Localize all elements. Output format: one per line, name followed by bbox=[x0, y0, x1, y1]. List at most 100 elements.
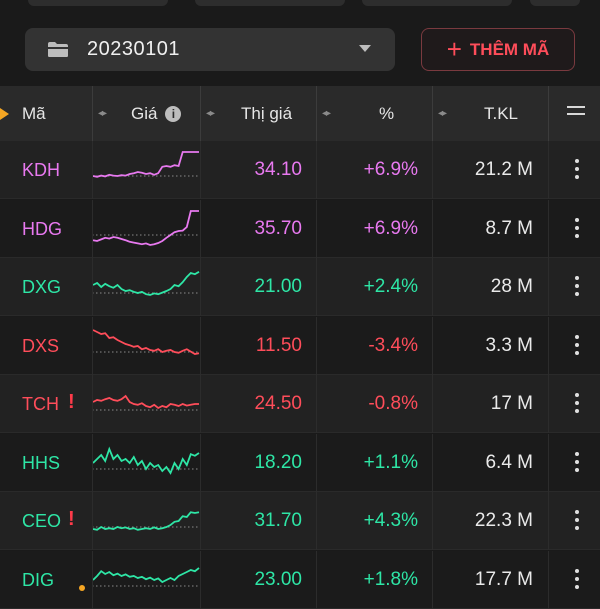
price-sparkline[interactable] bbox=[92, 559, 200, 601]
price-sparkline[interactable] bbox=[92, 208, 200, 250]
column-header-volume[interactable]: T.KL bbox=[484, 86, 518, 141]
column-divider bbox=[316, 375, 317, 433]
resize-arrows-icon: ◂▸ bbox=[322, 108, 331, 119]
more-options-icon[interactable] bbox=[575, 335, 579, 359]
more-options-icon[interactable] bbox=[575, 452, 579, 476]
price-line bbox=[92, 329, 200, 355]
symbol-cell[interactable]: DIG bbox=[22, 569, 55, 590]
table-row[interactable]: HDG 35.70 +6.9% 8.7 M bbox=[0, 200, 600, 258]
column-divider bbox=[432, 317, 433, 375]
volume-cell: 17.7 M bbox=[474, 569, 533, 590]
table-row[interactable]: HHS 18.20 +1.1% 6.4 M bbox=[0, 434, 600, 492]
column-header-price-chart[interactable]: Giá i bbox=[131, 86, 182, 141]
price-sparkline[interactable] bbox=[92, 500, 200, 542]
column-divider[interactable] bbox=[92, 86, 93, 141]
column-header-symbol[interactable]: Mã bbox=[22, 86, 46, 141]
last-price-cell: 23.00 bbox=[254, 569, 302, 590]
volume-cell: 28 M bbox=[490, 276, 533, 297]
column-divider bbox=[200, 434, 201, 492]
column-divider bbox=[548, 434, 549, 492]
more-options-icon[interactable] bbox=[575, 510, 579, 534]
price-sparkline[interactable] bbox=[92, 383, 200, 425]
add-symbol-label: THÊM MÃ bbox=[469, 39, 550, 59]
resize-arrows-icon: ◂▸ bbox=[206, 108, 215, 119]
resize-arrows-icon: ◂▸ bbox=[438, 108, 447, 119]
column-header-last-price[interactable]: Thị giá bbox=[241, 86, 292, 141]
volume-cell: 6.4 M bbox=[485, 452, 533, 473]
symbol-cell[interactable]: HHS bbox=[22, 452, 61, 473]
price-line bbox=[92, 151, 199, 178]
column-header-symbol-label: Mã bbox=[22, 103, 46, 123]
resize-handle[interactable]: ◂▸ bbox=[98, 86, 107, 141]
price-sparkline[interactable] bbox=[92, 149, 200, 191]
alert-icon[interactable]: ! bbox=[68, 391, 75, 413]
tab-stub[interactable] bbox=[195, 0, 345, 6]
column-divider[interactable] bbox=[432, 86, 433, 141]
column-header-change-pct-label: % bbox=[379, 103, 395, 123]
price-line bbox=[92, 210, 199, 246]
column-divider bbox=[316, 492, 317, 550]
info-icon[interactable]: i bbox=[165, 105, 182, 122]
more-options-icon[interactable] bbox=[575, 159, 579, 183]
column-divider bbox=[200, 200, 201, 258]
column-header-volume-label: T.KL bbox=[484, 103, 519, 123]
alert-icon[interactable]: ! bbox=[68, 508, 75, 530]
last-price-cell: 18.20 bbox=[254, 452, 302, 473]
column-divider bbox=[200, 141, 201, 199]
chevron-down-icon bbox=[359, 45, 371, 52]
column-divider bbox=[548, 551, 549, 609]
column-divider bbox=[92, 258, 93, 316]
symbol-cell[interactable]: TCH bbox=[22, 393, 59, 414]
symbol-cell[interactable]: HDG bbox=[22, 218, 62, 239]
last-price-cell: 34.10 bbox=[254, 159, 302, 180]
column-divider bbox=[548, 200, 549, 258]
tab-stub[interactable] bbox=[530, 0, 580, 6]
column-divider bbox=[432, 258, 433, 316]
price-line bbox=[92, 567, 200, 584]
more-options-icon[interactable] bbox=[575, 218, 579, 242]
price-sparkline[interactable] bbox=[92, 266, 200, 308]
symbol-cell[interactable]: KDH bbox=[22, 159, 61, 180]
change-pct-cell: -3.4% bbox=[368, 335, 418, 356]
more-options-icon[interactable] bbox=[575, 393, 579, 417]
more-options-icon[interactable] bbox=[575, 569, 579, 593]
more-options-icon[interactable] bbox=[575, 276, 579, 300]
column-header-last-price-label: Thị giá bbox=[241, 103, 293, 123]
change-pct-cell: +2.4% bbox=[363, 276, 418, 297]
table-row[interactable]: KDH 34.10 +6.9% 21.2 M bbox=[0, 141, 600, 199]
table-row[interactable]: CEO! 31.70 +4.3% 22.3 M bbox=[0, 492, 600, 550]
column-header-change-pct[interactable]: % bbox=[379, 86, 394, 141]
watchlist-picker[interactable]: 20230101 bbox=[25, 28, 395, 71]
volume-cell: 8.7 M bbox=[485, 218, 533, 239]
resize-handle[interactable]: ◂▸ bbox=[206, 86, 215, 141]
column-divider bbox=[432, 200, 433, 258]
column-divider bbox=[432, 375, 433, 433]
table-row[interactable]: DXS 11.50 -3.4% 3.3 M bbox=[0, 317, 600, 375]
volume-cell: 22.3 M bbox=[474, 510, 533, 531]
symbol-cell[interactable]: DXG bbox=[22, 276, 62, 297]
column-divider[interactable] bbox=[316, 86, 317, 141]
change-pct-cell: +1.1% bbox=[363, 452, 418, 473]
symbol-cell[interactable]: CEO bbox=[22, 510, 62, 531]
add-symbol-button[interactable]: + THÊM MÃ bbox=[421, 28, 575, 71]
last-price-cell: 21.00 bbox=[254, 276, 302, 297]
tab-stub[interactable] bbox=[28, 0, 168, 6]
table-row[interactable]: DIG 23.00 +1.8% 17.7 M bbox=[0, 551, 600, 609]
column-divider[interactable] bbox=[200, 86, 201, 141]
symbol-cell[interactable]: DXS bbox=[22, 335, 60, 356]
price-sparkline[interactable] bbox=[92, 442, 200, 484]
table-header: Mã ◂▸ Giá i ◂▸ Thị giá ◂▸ % ◂▸ T.KL bbox=[0, 86, 600, 141]
hamburger-menu-icon[interactable] bbox=[567, 106, 585, 120]
resize-handle[interactable]: ◂▸ bbox=[438, 86, 447, 141]
column-divider bbox=[92, 375, 93, 433]
folder-icon bbox=[48, 42, 68, 57]
table-row[interactable]: DXG 21.00 +2.4% 28 M bbox=[0, 258, 600, 316]
column-divider bbox=[200, 375, 201, 433]
column-divider bbox=[92, 200, 93, 258]
column-divider bbox=[548, 375, 549, 433]
price-sparkline[interactable] bbox=[92, 325, 200, 367]
column-divider[interactable] bbox=[548, 86, 549, 141]
tab-stub[interactable] bbox=[362, 0, 512, 6]
table-row[interactable]: TCH! 24.50 -0.8% 17 M bbox=[0, 375, 600, 433]
resize-handle[interactable]: ◂▸ bbox=[322, 86, 331, 141]
